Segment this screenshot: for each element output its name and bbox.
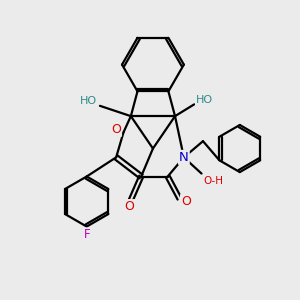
Text: N: N (179, 151, 189, 164)
Text: O: O (111, 123, 121, 136)
Text: O: O (124, 200, 134, 213)
Text: O: O (181, 195, 191, 208)
Text: HO: HO (196, 95, 213, 105)
Text: HO: HO (80, 96, 97, 106)
Text: O-H: O-H (203, 176, 223, 186)
Text: F: F (83, 228, 90, 241)
